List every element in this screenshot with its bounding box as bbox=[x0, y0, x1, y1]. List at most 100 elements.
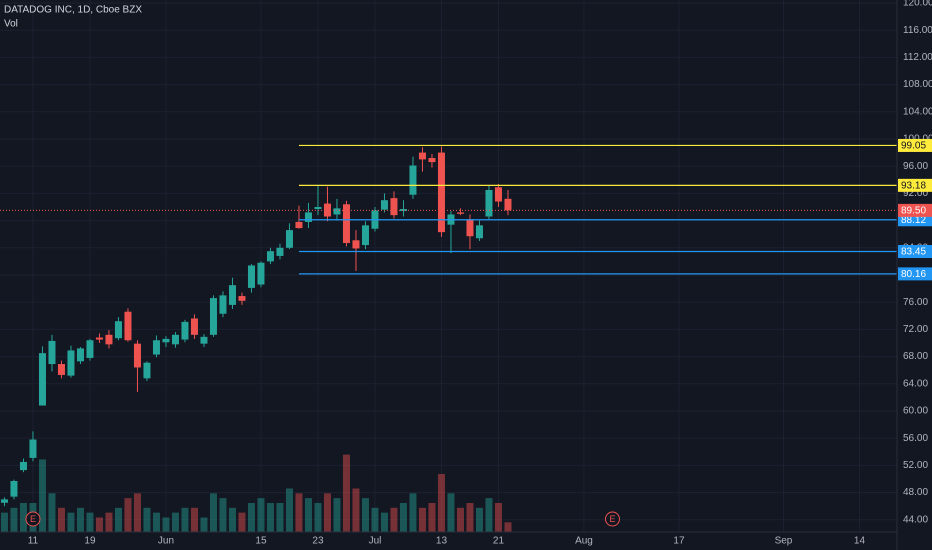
volume-bar bbox=[105, 512, 113, 532]
candle-body bbox=[0, 499, 8, 503]
candle-body bbox=[219, 295, 227, 314]
candle-body bbox=[95, 337, 103, 340]
volume-layer bbox=[0, 454, 512, 532]
x-tick-label: 19 bbox=[84, 536, 96, 547]
candle-body bbox=[295, 221, 303, 229]
candle-body bbox=[361, 225, 369, 246]
volume-bar bbox=[238, 512, 246, 532]
volume-bar bbox=[437, 473, 445, 532]
candle-body bbox=[266, 251, 274, 262]
y-tick-label: 44.00 bbox=[903, 514, 928, 525]
candle-body bbox=[10, 481, 18, 497]
volume-bar bbox=[48, 493, 56, 532]
x-tick-label: 11 bbox=[28, 536, 39, 547]
x-tick-label: 14 bbox=[854, 536, 866, 547]
candle-body bbox=[257, 262, 265, 285]
volume-bar bbox=[67, 512, 75, 532]
volume-bar bbox=[475, 507, 483, 532]
volume-bar bbox=[361, 498, 369, 532]
chart-title: DATADOG INC, 1D, Cboe BZX bbox=[4, 5, 142, 16]
level-label-bg bbox=[898, 138, 932, 152]
candle-body bbox=[133, 343, 141, 368]
candle-body bbox=[105, 334, 113, 345]
x-tick-label: 21 bbox=[493, 536, 505, 547]
volume-bar bbox=[485, 498, 493, 532]
candle-body bbox=[304, 212, 312, 222]
volume-bar bbox=[76, 507, 84, 532]
candle-body bbox=[57, 364, 65, 375]
y-tick-label: 68.00 bbox=[903, 351, 928, 362]
last-price-label-bg bbox=[898, 203, 932, 217]
volume-bar bbox=[314, 502, 322, 532]
x-tick-label: 13 bbox=[436, 536, 448, 547]
x-tick-label: Sep bbox=[775, 536, 793, 547]
grid bbox=[0, 0, 897, 532]
x-tick-label: Aug bbox=[575, 536, 593, 547]
candle-body bbox=[276, 247, 284, 256]
volume-bar bbox=[494, 502, 502, 532]
volume-bar bbox=[181, 507, 189, 532]
y-tick-label: 104.00 bbox=[903, 106, 932, 117]
candle-body bbox=[38, 353, 46, 406]
volume-bar bbox=[38, 459, 46, 532]
candle-body bbox=[428, 158, 436, 163]
volume-bar bbox=[447, 493, 455, 532]
volume-bar bbox=[371, 507, 379, 532]
volume-bar bbox=[418, 507, 426, 532]
candle-body bbox=[390, 198, 398, 216]
x-tick-label: 17 bbox=[673, 536, 685, 547]
candle-body bbox=[124, 311, 132, 341]
candle-body bbox=[76, 348, 84, 362]
x-tick-label: Jul bbox=[369, 536, 382, 547]
y-tick-label: 72.00 bbox=[903, 324, 928, 335]
volume-bar bbox=[333, 498, 341, 532]
level-label: 99.05 bbox=[901, 141, 926, 152]
volume-bar bbox=[380, 512, 388, 532]
y-tick-label: 60.00 bbox=[903, 406, 928, 417]
y-tick-label: 64.00 bbox=[903, 378, 928, 389]
volume-bar bbox=[342, 454, 350, 532]
candle-body bbox=[380, 200, 388, 210]
volume-bar bbox=[0, 512, 8, 532]
candle-body bbox=[456, 212, 464, 214]
candle-body bbox=[152, 340, 160, 355]
volume-bar bbox=[247, 502, 255, 532]
level-label-bg bbox=[898, 178, 932, 192]
x-tick-label: 23 bbox=[312, 536, 324, 547]
level-label: 83.45 bbox=[901, 247, 926, 258]
candle-body bbox=[29, 439, 37, 458]
volume-bar bbox=[276, 502, 284, 532]
level-layer bbox=[0, 144, 897, 275]
candle-body bbox=[171, 334, 179, 345]
volume-bar bbox=[200, 517, 208, 532]
y-tick-label: 76.00 bbox=[903, 297, 928, 308]
candle-body bbox=[418, 152, 426, 160]
candle-body bbox=[19, 461, 27, 471]
event-label: E bbox=[30, 514, 36, 524]
volume-bar bbox=[399, 502, 407, 532]
candle-body bbox=[352, 240, 360, 249]
volume-bar bbox=[257, 498, 265, 532]
volume-bar bbox=[95, 517, 103, 532]
y-tick-label: 108.00 bbox=[903, 79, 932, 90]
event-label: E bbox=[609, 514, 615, 524]
volume-bar bbox=[190, 507, 198, 532]
candle-body bbox=[143, 362, 151, 379]
volume-bar bbox=[352, 488, 360, 532]
volume-bar bbox=[86, 512, 94, 532]
level-label: 80.16 bbox=[901, 269, 926, 280]
candle-body bbox=[162, 338, 170, 343]
volume-bar bbox=[409, 493, 417, 532]
candle-body bbox=[409, 165, 417, 195]
volume-bar bbox=[466, 502, 474, 532]
candle-body bbox=[285, 230, 293, 248]
volume-bar bbox=[162, 517, 170, 532]
volume-label: Vol bbox=[4, 19, 18, 30]
candle-body bbox=[200, 336, 208, 344]
candle-body bbox=[466, 219, 474, 237]
x-tick-label: Jun bbox=[158, 536, 174, 547]
volume-bar bbox=[266, 502, 274, 532]
